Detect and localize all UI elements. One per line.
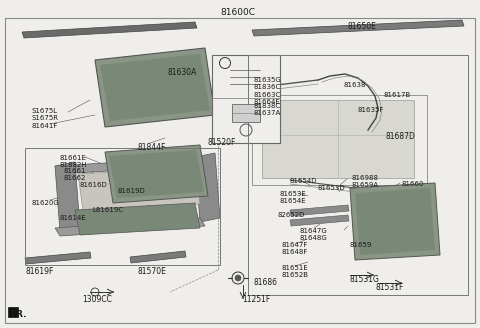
Bar xyxy=(248,55,468,295)
Bar xyxy=(262,100,414,178)
Text: 81630A: 81630A xyxy=(168,68,197,77)
Text: 81641F: 81641F xyxy=(32,123,59,129)
Text: 81659: 81659 xyxy=(349,242,372,248)
Polygon shape xyxy=(100,54,210,121)
Text: L81619C: L81619C xyxy=(92,207,123,213)
Text: 81650E: 81650E xyxy=(348,22,377,31)
Polygon shape xyxy=(55,218,205,236)
Text: 81661E
81882H: 81661E 81882H xyxy=(60,155,88,168)
Text: 81638: 81638 xyxy=(344,82,367,88)
Text: 81600C: 81600C xyxy=(220,8,255,17)
Polygon shape xyxy=(95,48,215,127)
Polygon shape xyxy=(78,167,200,211)
Text: 81654D: 81654D xyxy=(290,178,317,184)
Text: 81520F: 81520F xyxy=(207,138,235,147)
Polygon shape xyxy=(55,162,80,232)
Text: 81647F
81648F: 81647F 81648F xyxy=(281,242,307,255)
Polygon shape xyxy=(8,307,18,317)
Polygon shape xyxy=(252,20,464,36)
Polygon shape xyxy=(75,203,200,235)
Text: 81663C
81664E: 81663C 81664E xyxy=(254,92,281,105)
Text: 816988
81659A: 816988 81659A xyxy=(351,175,378,188)
Text: 1309CC: 1309CC xyxy=(82,295,112,304)
Text: 81660: 81660 xyxy=(401,181,423,187)
Text: 81619D: 81619D xyxy=(118,188,146,194)
Text: 81635G
81836C: 81635G 81836C xyxy=(254,77,282,90)
Text: 81617B: 81617B xyxy=(383,92,410,98)
Text: 81616D: 81616D xyxy=(80,182,108,188)
Polygon shape xyxy=(105,145,208,203)
Text: a: a xyxy=(223,60,227,66)
Bar xyxy=(25,148,220,265)
Text: 81838C
81637A: 81838C 81637A xyxy=(254,103,281,116)
Text: 81687D: 81687D xyxy=(385,132,415,141)
Bar xyxy=(252,95,427,185)
Text: 81651E
81652B: 81651E 81652B xyxy=(282,265,309,278)
Text: 81620G: 81620G xyxy=(32,200,60,206)
Text: 81686: 81686 xyxy=(254,278,278,287)
Text: 81635F: 81635F xyxy=(357,107,384,113)
Text: 81844F: 81844F xyxy=(138,143,167,152)
Text: 81653D: 81653D xyxy=(318,185,346,191)
Polygon shape xyxy=(25,252,91,264)
Polygon shape xyxy=(130,251,186,263)
Polygon shape xyxy=(55,157,208,174)
Text: 81531F: 81531F xyxy=(376,283,404,292)
Text: 81653E
81654E: 81653E 81654E xyxy=(280,191,307,204)
Polygon shape xyxy=(109,150,204,198)
Bar xyxy=(232,104,260,122)
Circle shape xyxy=(235,275,241,281)
Text: S1675L
S1675R: S1675L S1675R xyxy=(32,108,59,121)
Text: 81619F: 81619F xyxy=(25,267,53,276)
Text: 81614E: 81614E xyxy=(60,215,87,221)
Text: 81531G: 81531G xyxy=(349,275,379,284)
Bar xyxy=(212,55,280,143)
Polygon shape xyxy=(22,22,197,38)
Text: 82652D: 82652D xyxy=(277,212,304,218)
Polygon shape xyxy=(290,205,349,216)
Polygon shape xyxy=(355,188,435,255)
Polygon shape xyxy=(195,153,220,222)
Text: 81647G
81648G: 81647G 81648G xyxy=(300,228,328,241)
Text: 81570E: 81570E xyxy=(138,267,167,276)
Text: 11251F: 11251F xyxy=(242,295,270,304)
Polygon shape xyxy=(350,183,440,260)
Polygon shape xyxy=(290,215,349,226)
Text: 81661
81662: 81661 81662 xyxy=(63,168,85,181)
Text: FR.: FR. xyxy=(10,310,26,319)
